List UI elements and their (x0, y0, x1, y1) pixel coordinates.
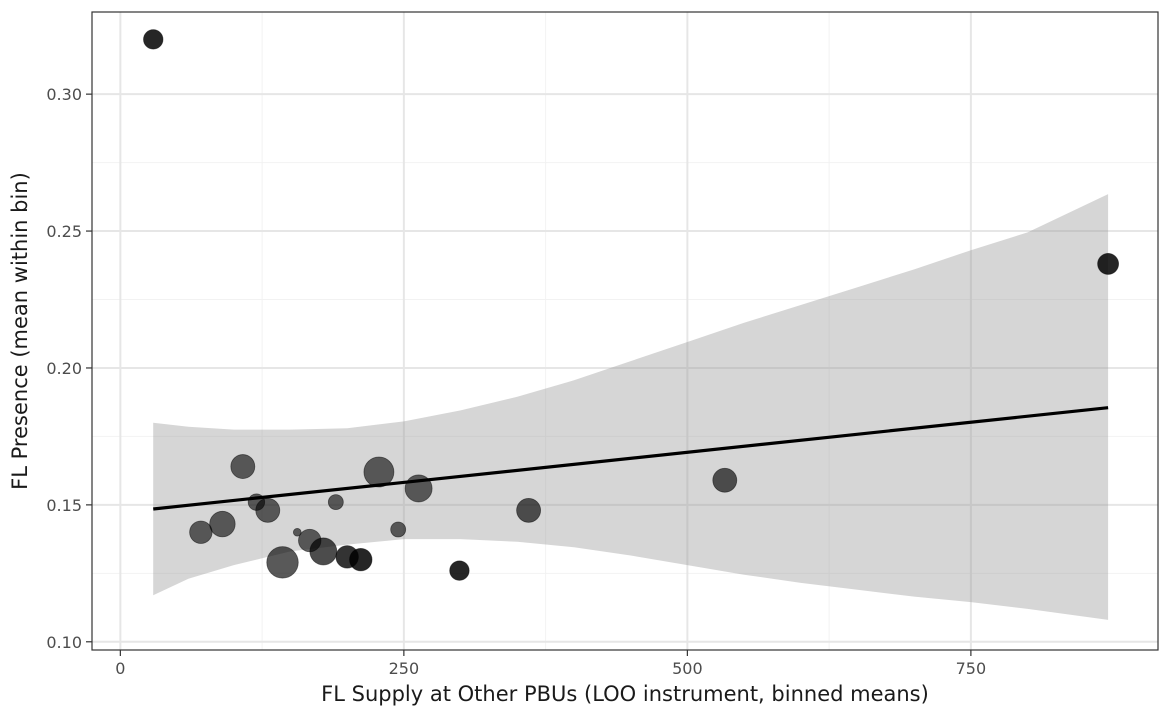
y-tick-label: 0.20 (46, 359, 82, 378)
data-point (143, 29, 164, 50)
y-tick-label: 0.15 (46, 496, 82, 515)
y-tick-label: 0.10 (46, 633, 82, 652)
x-tick-label: 500 (672, 659, 703, 678)
data-point (266, 546, 299, 579)
x-tick-label: 750 (956, 659, 987, 678)
data-point (309, 537, 338, 566)
x-tick-label: 0 (115, 659, 125, 678)
grid-lines (92, 12, 1158, 650)
data-point (255, 497, 281, 523)
data-point (449, 560, 470, 581)
data-point (230, 454, 256, 479)
data-point (712, 467, 738, 493)
x-axis-title: FL Supply at Other PBUs (LOO instrument,… (321, 682, 929, 706)
plot-panel (92, 12, 1158, 650)
data-points (143, 29, 1120, 581)
data-point (516, 497, 542, 523)
data-point (327, 494, 344, 511)
confidence-band-area (153, 194, 1109, 620)
x-axis-ticks: 0 250 500 750 (115, 650, 986, 678)
y-tick-label: 0.25 (46, 222, 82, 241)
confidence-band (153, 194, 1109, 620)
data-point (363, 456, 395, 488)
plot-border (91, 11, 1159, 651)
data-point (349, 547, 373, 572)
fit-line (153, 406, 1109, 511)
x-tick-label: 250 (389, 659, 420, 678)
data-point (292, 527, 302, 537)
data-point (209, 510, 236, 538)
y-tick-label: 0.30 (46, 85, 82, 104)
data-point (1097, 253, 1120, 275)
fit-line-group (153, 406, 1109, 511)
y-axis-ticks: 0.10 0.15 0.20 0.25 0.30 (46, 85, 92, 652)
data-point (189, 520, 213, 544)
y-axis-title: FL Presence (mean within bin) (8, 172, 32, 490)
data-point (390, 521, 407, 538)
